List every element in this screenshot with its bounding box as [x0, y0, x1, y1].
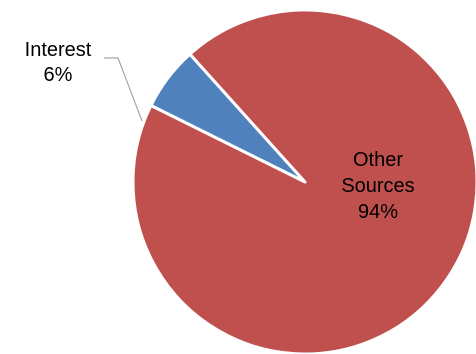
- data-labels-layer: Interest 6% Other Sources 94%: [25, 39, 415, 223]
- leader-lines-layer: [104, 57, 143, 122]
- data-label-interest: Interest 6%: [25, 39, 92, 86]
- data-label-line: 6%: [44, 64, 73, 86]
- data-label-line: Sources: [341, 175, 414, 197]
- leader-line-interest: [104, 57, 143, 122]
- data-label-line: 94%: [358, 201, 398, 223]
- data-label-line: Other: [353, 149, 403, 171]
- pie-slice-other-sources: [131, 8, 476, 354]
- data-label-line: Interest: [25, 39, 92, 61]
- data-label-other-sources: Other Sources 94%: [341, 149, 414, 223]
- slices-layer: [131, 8, 476, 354]
